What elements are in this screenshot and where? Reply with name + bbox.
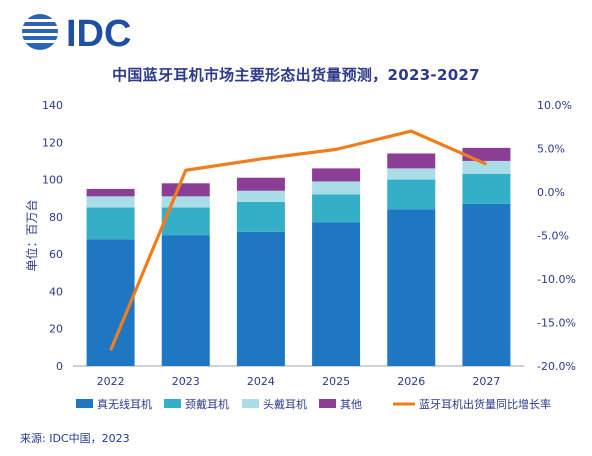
x-tick-label: 2026 (397, 375, 425, 388)
x-tick-label: 2025 (322, 375, 350, 388)
bar-group (86, 147, 511, 366)
y-tick-label: 0 (56, 360, 63, 373)
y-tick-label: 140 (42, 99, 63, 112)
chart-title: 中国蓝牙耳机市场主要形态出货量预测，2023-2027 (112, 66, 480, 84)
bar-segment (462, 147, 511, 161)
bar-segment (161, 196, 210, 208)
y2-tick-label: 0.0% (537, 186, 565, 199)
bar-segment (86, 188, 135, 197)
right-axis-ticks: 10.0% 5.0% 0.0% -5.0% -10.0% -15.0% -20.0% (537, 99, 576, 373)
legend-label: 蓝牙耳机出货量同比增长率 (419, 397, 551, 411)
bar-segment (312, 181, 361, 195)
legend-swatch (76, 399, 93, 408)
left-axis-ticks: 0 20 40 60 80 100 120 140 (42, 99, 63, 373)
y2-tick-label: 10.0% (537, 99, 572, 112)
y-axis-label: 单位：百万台 (24, 199, 39, 271)
bar-segment (387, 209, 436, 366)
bar-segment (312, 194, 361, 223)
y-tick-label: 80 (49, 211, 63, 224)
y-tick-label: 20 (49, 323, 63, 336)
source-note: 来源: IDC中国，2023 (20, 432, 130, 445)
bar-segment (387, 153, 436, 169)
bar-segment (462, 203, 511, 366)
legend-label: 颈戴耳机 (185, 397, 229, 411)
y-tick-label: 120 (42, 136, 63, 149)
y2-tick-label: -10.0% (537, 273, 576, 286)
legend-label: 真无线耳机 (97, 397, 152, 411)
idc-logo: IDC (22, 13, 131, 52)
legend-swatch (319, 399, 336, 408)
bar-segment (236, 190, 285, 202)
x-tick-label: 2024 (247, 375, 275, 388)
bar-segment (312, 222, 361, 366)
y-tick-label: 100 (42, 174, 63, 187)
bar-segment (86, 239, 135, 366)
y2-tick-label: -5.0% (537, 230, 569, 243)
bar-segment (86, 207, 135, 240)
growth-line-group (109, 129, 488, 351)
x-axis-ticks: 2022 2023 2024 2025 2026 2027 (97, 375, 501, 388)
bar-segment (312, 168, 361, 182)
legend-label: 头戴耳机 (263, 397, 307, 411)
y2-tick-label: -15.0% (537, 317, 576, 330)
bar-segment (86, 196, 135, 208)
bar-segment (161, 235, 210, 366)
bar-segment (236, 231, 285, 366)
x-tick-label: 2023 (172, 375, 200, 388)
bar-segment (236, 201, 285, 232)
legend-label: 其他 (340, 398, 362, 411)
bar-segment (161, 183, 210, 197)
bar-segment (462, 173, 511, 204)
bar-segment (236, 177, 285, 191)
x-tick-label: 2022 (97, 375, 125, 388)
legend-swatch (164, 399, 181, 408)
x-tick-label: 2027 (472, 375, 500, 388)
bar-segment (462, 160, 511, 174)
growth-line (109, 129, 488, 351)
y2-tick-label: -20.0% (537, 360, 576, 373)
bar-segment (387, 179, 436, 210)
y2-tick-label: 5.0% (537, 143, 565, 156)
y-tick-label: 60 (49, 248, 63, 261)
y-tick-label: 40 (49, 285, 63, 298)
logo-text: IDC (66, 13, 131, 52)
bar-segment (387, 168, 436, 180)
globe-icon (22, 14, 58, 50)
legend-swatch (242, 399, 259, 408)
legend: 真无线耳机 颈戴耳机 头戴耳机 其他 蓝牙耳机出货量同比增长率 (76, 397, 551, 411)
